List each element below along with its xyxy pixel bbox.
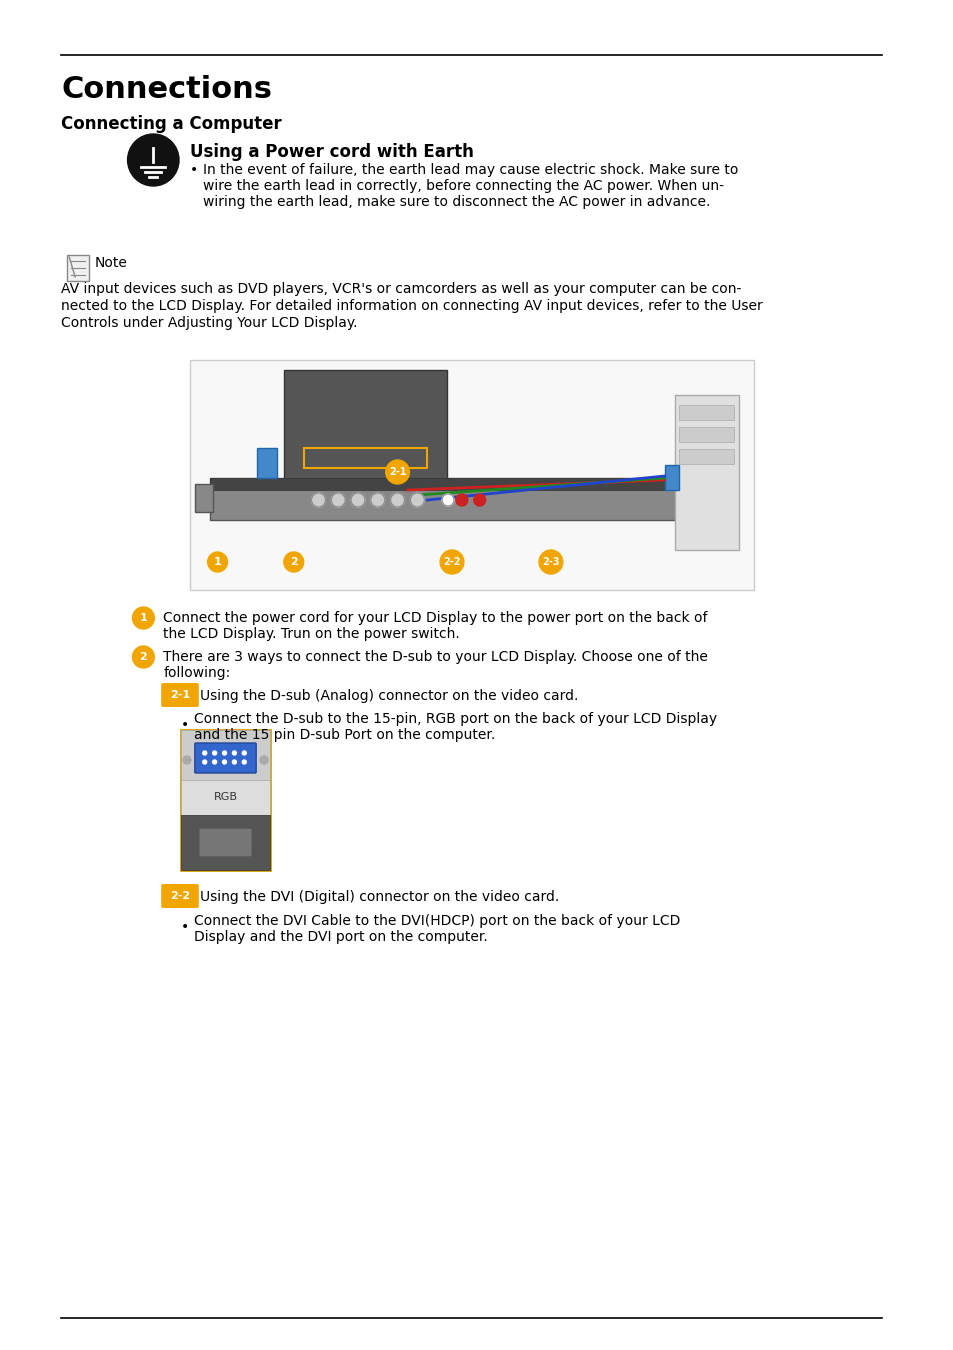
Circle shape: [391, 493, 404, 508]
FancyBboxPatch shape: [674, 396, 738, 549]
Circle shape: [203, 751, 207, 755]
Text: 2-1: 2-1: [170, 690, 190, 701]
FancyBboxPatch shape: [190, 360, 753, 590]
FancyBboxPatch shape: [679, 427, 733, 441]
Circle shape: [439, 549, 463, 574]
Text: •: •: [181, 718, 189, 732]
Text: AV input devices such as DVD players, VCR's or camcorders as well as your comput: AV input devices such as DVD players, VC…: [61, 282, 740, 296]
Circle shape: [312, 493, 325, 508]
Circle shape: [456, 494, 467, 506]
FancyBboxPatch shape: [679, 405, 733, 420]
Text: Using a Power cord with Earth: Using a Power cord with Earth: [190, 143, 474, 161]
Circle shape: [410, 493, 424, 508]
Text: Note: Note: [95, 256, 128, 270]
Text: wire the earth lead in correctly, before connecting the AC power. When un-: wire the earth lead in correctly, before…: [203, 180, 723, 193]
Circle shape: [183, 756, 191, 764]
Text: 2-1: 2-1: [389, 467, 406, 477]
Text: nected to the LCD Display. For detailed information on connecting AV input devic: nected to the LCD Display. For detailed …: [61, 298, 762, 313]
Circle shape: [538, 549, 562, 574]
FancyBboxPatch shape: [181, 815, 270, 869]
Circle shape: [441, 494, 454, 506]
Text: Controls under Adjusting Your LCD Display.: Controls under Adjusting Your LCD Displa…: [61, 316, 357, 329]
Circle shape: [208, 552, 227, 572]
FancyBboxPatch shape: [210, 478, 719, 520]
FancyBboxPatch shape: [194, 743, 256, 774]
Text: There are 3 ways to connect the D-sub to your LCD Display. Choose one of the: There are 3 ways to connect the D-sub to…: [163, 649, 707, 664]
Circle shape: [260, 756, 268, 764]
Text: the LCD Display. Trun on the power switch.: the LCD Display. Trun on the power switc…: [163, 626, 459, 641]
Circle shape: [203, 760, 207, 764]
FancyBboxPatch shape: [161, 884, 198, 909]
Text: Using the DVI (Digital) connector on the video card.: Using the DVI (Digital) connector on the…: [199, 890, 558, 905]
Circle shape: [233, 760, 236, 764]
Text: Connect the DVI Cable to the DVI(HDCP) port on the back of your LCD: Connect the DVI Cable to the DVI(HDCP) p…: [193, 914, 679, 927]
Text: 2: 2: [290, 558, 297, 567]
Text: Connecting a Computer: Connecting a Computer: [61, 115, 282, 134]
FancyBboxPatch shape: [679, 450, 733, 464]
FancyBboxPatch shape: [194, 485, 213, 512]
Text: RGB: RGB: [213, 792, 237, 802]
Text: 1: 1: [213, 558, 221, 567]
Circle shape: [222, 760, 226, 764]
FancyBboxPatch shape: [257, 448, 276, 478]
Text: following:: following:: [163, 666, 231, 680]
Text: wiring the earth lead, make sure to disconnect the AC power in advance.: wiring the earth lead, make sure to disc…: [203, 194, 709, 209]
Text: 2-2: 2-2: [170, 891, 190, 900]
FancyBboxPatch shape: [198, 828, 252, 857]
Text: Display and the DVI port on the computer.: Display and the DVI port on the computer…: [193, 930, 487, 944]
FancyBboxPatch shape: [323, 481, 407, 495]
Circle shape: [213, 760, 216, 764]
Text: Connections: Connections: [61, 76, 272, 104]
Text: and the 15 pin D-sub Port on the computer.: and the 15 pin D-sub Port on the compute…: [193, 728, 495, 743]
FancyBboxPatch shape: [161, 683, 198, 707]
FancyBboxPatch shape: [181, 730, 270, 869]
Circle shape: [385, 460, 409, 485]
Circle shape: [242, 760, 246, 764]
FancyBboxPatch shape: [210, 478, 719, 490]
Circle shape: [331, 493, 345, 508]
Circle shape: [132, 647, 154, 668]
Text: In the event of failure, the earth lead may cause electric shock. Make sure to: In the event of failure, the earth lead …: [203, 163, 738, 177]
Circle shape: [222, 751, 226, 755]
FancyBboxPatch shape: [181, 780, 270, 815]
Text: 2: 2: [139, 652, 147, 662]
Text: 1: 1: [139, 613, 147, 622]
Circle shape: [132, 608, 154, 629]
Text: Connect the D-sub to the 15-pin, RGB port on the back of your LCD Display: Connect the D-sub to the 15-pin, RGB por…: [193, 711, 717, 726]
Circle shape: [284, 552, 303, 572]
FancyBboxPatch shape: [67, 255, 89, 281]
Circle shape: [213, 751, 216, 755]
Text: 2-3: 2-3: [541, 558, 559, 567]
Text: •: •: [181, 919, 189, 934]
FancyBboxPatch shape: [181, 730, 270, 780]
Circle shape: [474, 494, 485, 506]
Circle shape: [351, 493, 365, 508]
Text: •: •: [190, 163, 198, 177]
Text: 2-2: 2-2: [443, 558, 460, 567]
Circle shape: [371, 493, 384, 508]
Circle shape: [128, 134, 179, 186]
Text: Connect the power cord for your LCD Display to the power port on the back of: Connect the power cord for your LCD Disp…: [163, 612, 707, 625]
Circle shape: [242, 751, 246, 755]
Circle shape: [233, 751, 236, 755]
FancyBboxPatch shape: [664, 464, 679, 490]
FancyBboxPatch shape: [284, 370, 447, 481]
Text: Using the D-sub (Analog) connector on the video card.: Using the D-sub (Analog) connector on th…: [199, 688, 578, 703]
